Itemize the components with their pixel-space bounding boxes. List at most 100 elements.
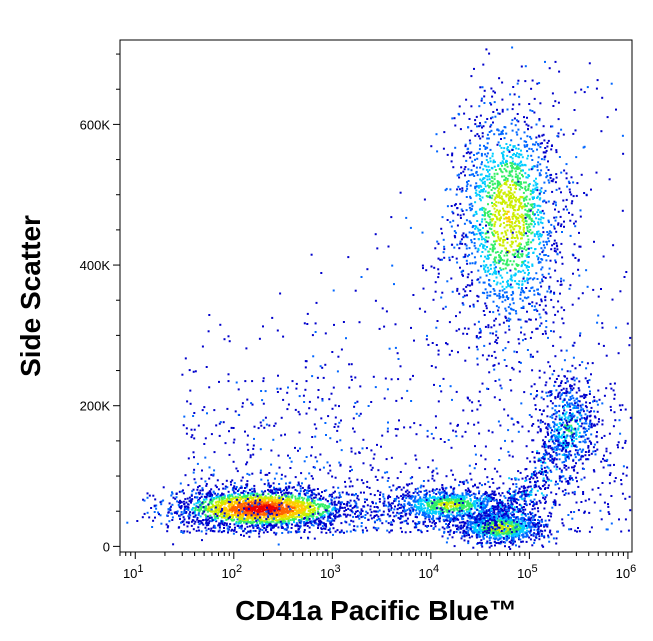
density-point	[522, 517, 524, 519]
density-point	[218, 515, 221, 517]
density-point	[529, 521, 531, 524]
density-point	[456, 512, 458, 515]
density-point	[398, 507, 401, 509]
density-point	[395, 487, 398, 490]
density-point	[554, 208, 556, 211]
density-point	[508, 531, 510, 533]
density-point	[373, 510, 376, 513]
density-point	[324, 498, 327, 501]
density-point	[533, 541, 536, 544]
density-point	[315, 516, 318, 519]
density-point	[512, 533, 515, 536]
density-point	[541, 544, 544, 547]
density-point	[527, 518, 530, 521]
density-point	[493, 269, 496, 272]
density-point	[349, 499, 352, 502]
density-point	[460, 521, 463, 524]
density-point	[171, 492, 174, 495]
density-point	[531, 79, 534, 82]
density-point	[448, 499, 451, 502]
density-point	[345, 493, 348, 496]
density-point	[294, 495, 297, 498]
density-point	[335, 496, 338, 499]
density-point	[514, 532, 517, 535]
density-point	[331, 509, 334, 512]
density-point	[226, 498, 229, 501]
density-point	[470, 507, 473, 510]
density-point	[261, 504, 264, 507]
density-point	[387, 495, 390, 498]
density-point	[457, 507, 460, 510]
density-point	[481, 161, 483, 164]
density-point	[468, 536, 471, 539]
density-point	[183, 518, 186, 521]
density-point	[228, 493, 231, 496]
density-point	[510, 518, 512, 521]
density-point	[265, 497, 267, 500]
density-point	[198, 522, 201, 525]
density-point	[249, 511, 252, 514]
density-point	[522, 528, 525, 531]
density-point	[528, 493, 531, 496]
density-point	[280, 510, 283, 513]
density-point	[518, 245, 521, 248]
density-point	[444, 515, 447, 518]
density-point	[285, 496, 288, 499]
density-point	[502, 268, 505, 271]
density-point	[289, 519, 292, 522]
density-point	[419, 500, 422, 503]
density-point	[430, 525, 433, 527]
density-point	[511, 536, 514, 539]
density-point	[529, 531, 532, 534]
density-point	[231, 504, 234, 507]
density-point	[469, 491, 471, 493]
density-point	[486, 495, 489, 498]
density-point	[376, 506, 379, 508]
density-point	[511, 175, 514, 178]
density-point	[510, 532, 513, 535]
density-point	[391, 502, 394, 505]
density-point	[491, 520, 493, 523]
density-point	[518, 103, 521, 106]
density-point	[185, 511, 188, 514]
density-point	[447, 503, 450, 506]
density-point	[464, 505, 467, 508]
density-point	[232, 519, 235, 522]
density-point	[487, 521, 490, 524]
density-point	[225, 523, 228, 525]
density-point	[474, 227, 477, 230]
density-point	[526, 534, 529, 537]
density-point	[510, 294, 513, 296]
density-point	[413, 500, 416, 503]
density-point	[242, 509, 245, 512]
density-point	[364, 514, 367, 516]
density-point	[216, 509, 219, 511]
density-point	[440, 502, 443, 505]
density-point	[504, 510, 507, 513]
density-point	[474, 119, 477, 122]
density-point	[469, 495, 472, 497]
density-point	[463, 294, 466, 297]
density-point	[446, 219, 449, 221]
density-point	[494, 533, 497, 536]
density-point	[285, 491, 288, 494]
density-point	[458, 514, 461, 517]
density-point	[449, 530, 452, 533]
density-point	[327, 505, 330, 508]
density-point	[230, 509, 232, 511]
density-point	[450, 277, 453, 280]
density-point	[232, 486, 235, 489]
density-point	[291, 494, 294, 497]
density-point	[258, 517, 261, 520]
density-point	[337, 510, 340, 513]
density-point	[529, 538, 532, 541]
density-point	[510, 534, 513, 537]
density-point	[529, 277, 532, 280]
density-point	[457, 528, 460, 531]
density-point	[263, 508, 266, 511]
density-point	[312, 508, 315, 511]
density-point	[308, 514, 311, 517]
density-point	[395, 497, 398, 500]
density-point	[355, 510, 358, 513]
density-point	[493, 494, 496, 497]
